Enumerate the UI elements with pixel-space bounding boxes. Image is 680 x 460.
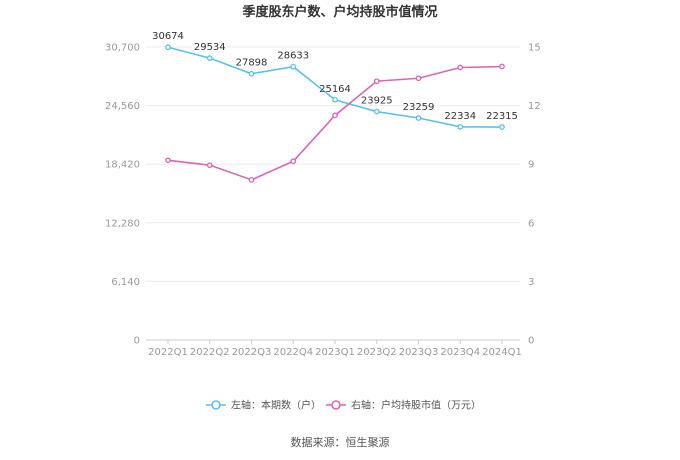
y-right-tick-label: 0 bbox=[528, 336, 534, 347]
data-point bbox=[457, 123, 464, 130]
y-left-tick-label: 30,700 bbox=[105, 43, 140, 54]
data-label: 29534 bbox=[194, 42, 226, 53]
data-label: 22334 bbox=[444, 111, 476, 122]
y-right-tick-label: 6 bbox=[528, 218, 534, 229]
y-left-tick-label: 18,420 bbox=[105, 160, 140, 171]
data-point bbox=[332, 112, 338, 119]
y-left-tick-label: 24,560 bbox=[105, 101, 140, 112]
legend-item-2[interactable]: 右轴：户均持股市值（万元） bbox=[326, 399, 481, 412]
data-point bbox=[499, 124, 505, 130]
source-note: 数据来源：恒生聚源 bbox=[291, 435, 390, 449]
y-right-tick-label: 9 bbox=[528, 160, 534, 171]
x-tick-label: 2024Q1 bbox=[482, 347, 522, 358]
data-point bbox=[373, 78, 380, 85]
legend-marker-icon bbox=[211, 400, 221, 410]
data-point bbox=[165, 44, 171, 51]
legend-label: 左轴：本期数（户） bbox=[231, 399, 321, 412]
x-tick-label: 2022Q2 bbox=[190, 347, 230, 358]
y-left-tick-label: 12,280 bbox=[105, 218, 140, 229]
x-tick-label: 2022Q1 bbox=[148, 347, 188, 358]
data-point bbox=[457, 64, 464, 71]
x-tick-label: 2022Q3 bbox=[232, 347, 272, 358]
data-label: 27898 bbox=[236, 58, 268, 69]
data-label: 23259 bbox=[403, 102, 435, 113]
data-label: 25164 bbox=[319, 84, 351, 95]
data-point bbox=[415, 115, 422, 121]
data-label: 22315 bbox=[486, 111, 518, 122]
legend-item-1[interactable]: 左轴：本期数（户） bbox=[206, 399, 321, 412]
data-point bbox=[248, 176, 255, 183]
data-point bbox=[290, 63, 297, 70]
data-point bbox=[373, 108, 380, 115]
data-point bbox=[499, 63, 505, 70]
x-tick-label: 2023Q3 bbox=[399, 347, 439, 358]
axes: 0 0 6,140 3 12,280 6 18,420 9 24,560 12 30,700 15 20… bbox=[105, 43, 541, 359]
data-label: 30674 bbox=[152, 31, 184, 42]
x-tick-label: 2023Q1 bbox=[315, 347, 355, 358]
x-tick-label: 2022Q4 bbox=[273, 347, 313, 358]
data-point bbox=[290, 158, 297, 165]
x-tick-label: 2023Q4 bbox=[440, 347, 480, 358]
data-label: 28633 bbox=[277, 51, 309, 62]
y-right-tick-label: 3 bbox=[528, 277, 534, 288]
legend-marker-icon bbox=[331, 400, 341, 410]
y-right-tick-label: 12 bbox=[528, 101, 541, 112]
data-point bbox=[248, 70, 255, 77]
chart-title: 季度股东户数、户均持股市值情况 bbox=[241, 4, 437, 20]
data-point bbox=[165, 157, 171, 164]
x-tick-label: 2023Q2 bbox=[357, 347, 397, 358]
data-point bbox=[206, 162, 213, 169]
data-point bbox=[415, 75, 422, 82]
legend[interactable]: 左轴：本期数（户） 右轴：户均持股市值（万元） bbox=[206, 399, 481, 412]
series: 30674 29534 27898 28633 25164 23925 23259 22334… bbox=[152, 31, 518, 183]
data-label: 23925 bbox=[361, 96, 393, 107]
y-left-tick-label: 0 bbox=[134, 336, 140, 347]
data-point bbox=[206, 55, 213, 61]
data-point bbox=[332, 96, 338, 103]
legend-label: 右轴：户均持股市值（万元） bbox=[351, 399, 481, 412]
y-left-tick-label: 6,140 bbox=[111, 277, 140, 288]
y-right-tick-label: 15 bbox=[528, 43, 541, 54]
